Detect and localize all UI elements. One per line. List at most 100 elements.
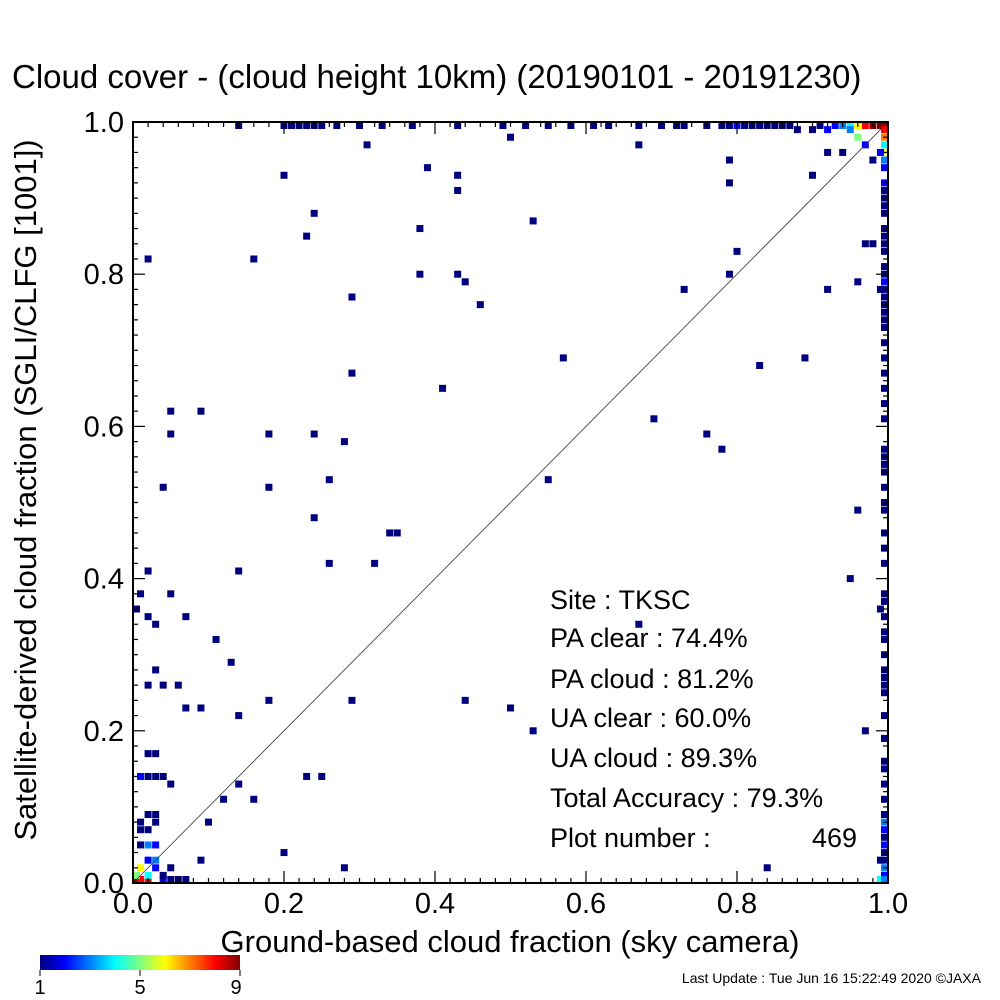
data-point xyxy=(167,864,175,872)
data-point xyxy=(303,232,311,240)
data-point xyxy=(831,122,839,129)
data-point xyxy=(881,156,888,164)
data-point xyxy=(881,369,888,377)
colorbar-tick-label: 9 xyxy=(230,977,241,999)
data-point xyxy=(159,871,167,879)
reference-diagonal-line xyxy=(132,121,889,884)
data-point xyxy=(182,876,190,883)
data-point xyxy=(881,384,888,392)
x-tick-label: 0.2 xyxy=(264,888,304,920)
data-point xyxy=(881,293,888,301)
data-point xyxy=(461,696,469,704)
data-point xyxy=(386,529,394,537)
y-tick-label: 1.0 xyxy=(84,107,124,139)
data-point xyxy=(174,681,182,689)
data-point xyxy=(881,308,888,316)
y-tick-label: 0.4 xyxy=(84,564,124,596)
data-point xyxy=(881,871,888,879)
data-point xyxy=(439,384,447,392)
data-point xyxy=(846,122,854,129)
data-point xyxy=(265,430,273,438)
data-point xyxy=(881,795,888,803)
stat-total-accuracy: Total Accuracy : 79.3% xyxy=(550,783,823,813)
last-update-text: Last Update : Tue Jun 16 15:22:49 2020 ©… xyxy=(682,970,982,986)
data-point xyxy=(137,818,145,826)
data-point xyxy=(725,179,733,187)
data-point xyxy=(881,415,888,423)
data-point xyxy=(809,126,816,134)
data-point xyxy=(876,876,884,883)
stats-panel: Site : TKSC PA clear : 74.4% PA cloud : … xyxy=(550,585,857,853)
data-point xyxy=(137,590,145,598)
data-point xyxy=(454,122,462,129)
data-point xyxy=(881,247,888,255)
data-point xyxy=(876,605,884,613)
data-point xyxy=(318,122,326,129)
colorbar-tick-label: 5 xyxy=(134,977,145,999)
stat-site: Site : TKSC xyxy=(550,585,691,615)
data-point xyxy=(559,354,567,362)
data-point xyxy=(144,856,152,864)
data-point xyxy=(159,681,167,689)
data-point xyxy=(846,126,854,134)
stat-pa-cloud: PA cloud : 81.2% xyxy=(550,664,754,694)
data-point xyxy=(152,864,160,872)
data-point xyxy=(869,240,877,248)
stat-ua-clear: UA clear : 60.0% xyxy=(550,703,751,733)
data-point xyxy=(325,559,333,567)
data-point xyxy=(881,613,888,621)
data-point xyxy=(763,864,771,872)
data-point xyxy=(212,635,220,643)
data-point xyxy=(416,225,424,233)
data-point xyxy=(881,354,888,362)
colorbar-ticks: 1 5 9 xyxy=(34,970,242,999)
data-point xyxy=(152,666,160,674)
data-point xyxy=(363,141,371,149)
data-point xyxy=(529,217,537,225)
data-point xyxy=(881,628,888,636)
colorbar xyxy=(40,955,240,970)
y-axis-ticks: 0.0 0.2 0.4 0.6 0.8 1.0 xyxy=(84,107,124,900)
data-point xyxy=(725,270,733,278)
data-point xyxy=(265,696,273,704)
data-point xyxy=(137,826,145,834)
data-point xyxy=(824,285,832,293)
data-point xyxy=(881,506,888,514)
data-point xyxy=(854,133,862,141)
x-tick-label: 1.0 xyxy=(868,888,908,920)
data-point xyxy=(144,681,152,689)
y-tick-label: 0.6 xyxy=(84,411,124,443)
data-point xyxy=(809,171,816,179)
data-point xyxy=(303,122,311,129)
y-tick-label: 0.2 xyxy=(84,716,124,748)
data-point xyxy=(881,126,888,134)
data-point xyxy=(881,826,888,834)
data-point xyxy=(454,270,462,278)
data-point xyxy=(881,339,888,347)
data-point xyxy=(854,278,862,286)
y-tick-label: 0.8 xyxy=(84,259,124,291)
data-point xyxy=(152,818,160,826)
data-point xyxy=(793,126,801,134)
data-point xyxy=(861,122,869,129)
y-axis-label: Satellite-derived cloud fraction (SGLI/C… xyxy=(8,139,43,840)
stat-plot-number-value: 469 xyxy=(812,823,857,853)
data-point xyxy=(235,780,243,788)
data-point xyxy=(881,232,888,240)
data-point xyxy=(881,856,888,864)
data-point xyxy=(756,122,764,129)
data-point xyxy=(423,164,431,172)
data-point xyxy=(881,186,888,194)
data-point xyxy=(881,674,888,682)
data-point xyxy=(378,122,386,129)
data-point xyxy=(461,278,469,286)
data-point xyxy=(861,240,869,248)
axis-minor-ticks xyxy=(132,121,889,884)
data-point xyxy=(408,122,416,129)
data-point xyxy=(348,293,356,301)
data-point xyxy=(881,323,888,331)
data-point xyxy=(680,122,688,129)
data-point xyxy=(876,148,884,156)
data-point xyxy=(846,575,854,583)
